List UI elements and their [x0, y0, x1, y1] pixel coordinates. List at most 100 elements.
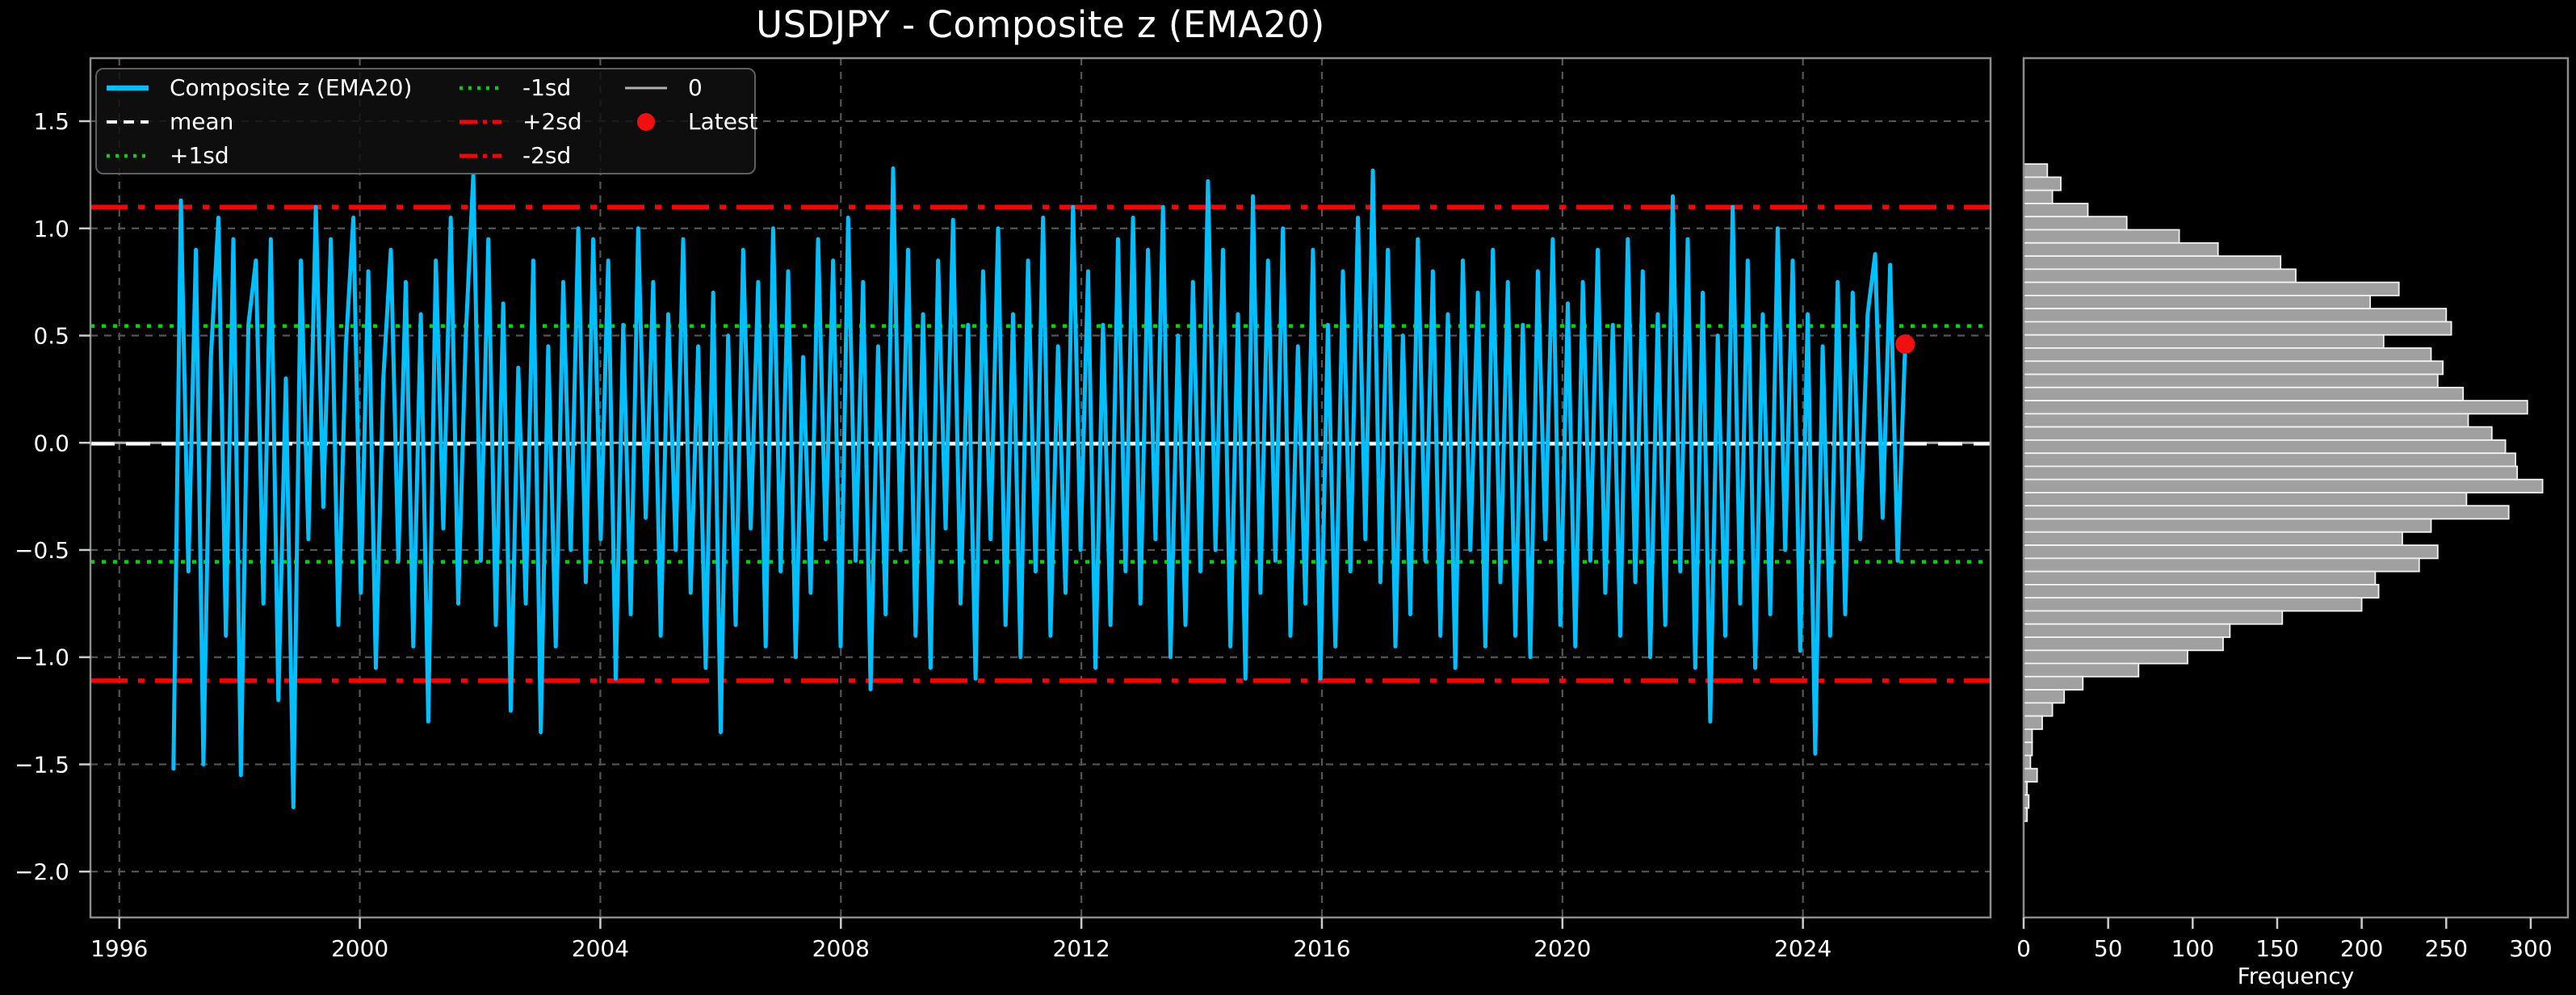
histogram-bar	[2023, 321, 2452, 336]
histogram-bar	[2023, 754, 2032, 770]
legend-item-plus1sd: +1sd	[107, 139, 459, 173]
hist-xlabel: Frequency	[2237, 963, 2355, 989]
histogram-bar	[2023, 623, 2231, 638]
x-tick-label: 2020	[1533, 935, 1591, 962]
y-tick-label: −0.5	[15, 537, 69, 564]
histogram-bar	[2023, 203, 2089, 218]
hist-x-tick-label: 0	[2016, 935, 2031, 962]
legend-item-minus2sd: -2sd	[459, 139, 625, 173]
histogram-bar	[2023, 426, 2493, 441]
legend-marker-glyph	[637, 113, 655, 131]
histogram-bar	[2023, 518, 2432, 533]
main-axes-spines	[89, 57, 1992, 919]
histogram-bar	[2023, 662, 2140, 678]
plus2sd-line-swatch	[459, 111, 501, 132]
histogram-bar	[2023, 715, 2043, 730]
histogram-bar	[2023, 268, 2297, 283]
legend-label: Composite z (EMA20)	[170, 74, 413, 101]
composite-line-swatch	[107, 78, 149, 99]
x-tick-label: 1996	[90, 935, 148, 962]
minus1sd-line-swatch	[459, 78, 501, 99]
plus1sd-line-swatch	[107, 145, 149, 166]
zero-line-swatch	[625, 78, 667, 99]
x-tick-label: 2024	[1774, 935, 1831, 962]
legend: Composite z (EMA20) mean +1sd -1sd +2sd …	[95, 68, 758, 174]
histogram-bar	[2023, 347, 2432, 363]
legend-line-glyph	[459, 153, 501, 158]
histogram-bar	[2023, 597, 2363, 612]
y-tick-label: 0.0	[33, 430, 69, 456]
histogram-bar	[2023, 413, 2469, 428]
histogram-bar	[2023, 584, 2380, 599]
histogram-bar	[2023, 386, 2465, 401]
histogram-bar	[2023, 649, 2188, 665]
y-tick-label: 1.0	[33, 216, 69, 242]
histogram-bar	[2023, 492, 2468, 507]
histogram-bar	[2023, 557, 2420, 573]
y-tick-label: 0.5	[33, 323, 69, 350]
x-tick-label: 2004	[572, 935, 629, 962]
hist-x-tick-label: 300	[2509, 935, 2552, 962]
histogram-bar	[2023, 334, 2385, 349]
legend-line-glyph	[107, 85, 149, 91]
legend-label: 0	[688, 74, 703, 101]
chart-title: USDJPY - Composite z (EMA20)	[756, 3, 1325, 46]
hist-x-tick-label: 100	[2171, 935, 2214, 962]
histogram-bar	[2023, 531, 2403, 546]
legend-item-minus1sd: -1sd	[459, 71, 625, 105]
x-tick-label: 2016	[1293, 935, 1350, 962]
legend-line-glyph	[459, 86, 501, 90]
legend-label: mean	[170, 108, 234, 135]
histogram-bar	[2023, 465, 2519, 481]
histogram-bar	[2023, 610, 2284, 625]
x-tick-label: 2008	[812, 935, 870, 962]
legend-label: -2sd	[522, 142, 572, 169]
histogram-bar	[2023, 189, 2054, 204]
composite-line	[171, 166, 1907, 809]
histogram-bar	[2023, 452, 2516, 468]
histogram-bar	[2023, 544, 2439, 560]
latest-marker-swatch	[625, 111, 667, 132]
y-tick-label: −1.5	[15, 751, 69, 778]
legend-line-glyph	[625, 86, 667, 90]
x-tick-label: 2012	[1053, 935, 1110, 962]
mean-line-swatch	[107, 111, 149, 132]
histogram-bar	[2023, 728, 2033, 744]
hist-axes-spines	[2022, 57, 2570, 919]
hist-x-tick-label: 200	[2340, 935, 2383, 962]
legend-item-composite: Composite z (EMA20)	[107, 71, 459, 105]
histogram-bar	[2023, 229, 2180, 244]
legend-line-glyph	[459, 120, 501, 124]
histogram-bar	[2023, 689, 2066, 704]
histogram-bar	[2023, 241, 2219, 257]
histogram-bar	[2023, 570, 2377, 586]
legend-item-zero: 0	[625, 71, 754, 105]
hist-x-tick-label: 250	[2425, 935, 2468, 962]
histogram-bar	[2023, 741, 2033, 757]
histogram-bar	[2023, 255, 2282, 271]
latest-marker	[1895, 334, 1915, 355]
legend-label: +1sd	[170, 142, 229, 169]
hist-x-tick-label: 50	[2094, 935, 2123, 962]
histogram-bar	[2023, 767, 2038, 783]
minus2sd-line-swatch	[459, 145, 501, 166]
histogram-bar	[2023, 373, 2439, 388]
histogram-bar	[2023, 308, 2448, 323]
histogram-bar	[2023, 163, 2049, 178]
histogram-bar	[2023, 176, 2062, 191]
hist-x-tick-label: 150	[2255, 935, 2298, 962]
histogram-bar	[2023, 675, 2084, 691]
histogram-bar	[2023, 281, 2400, 296]
legend-line-glyph	[107, 120, 149, 124]
legend-label: Latest	[688, 108, 758, 135]
histogram-bar	[2023, 636, 2224, 652]
legend-item-latest: Latest	[625, 105, 758, 139]
histogram-bar	[2023, 439, 2507, 455]
x-tick-label: 2000	[331, 935, 388, 962]
y-tick-label: −1.0	[15, 644, 69, 671]
y-tick-label: −2.0	[15, 859, 69, 885]
histogram-bar	[2023, 294, 2372, 310]
histogram-bar	[2023, 702, 2054, 717]
histogram-bar	[2023, 400, 2528, 415]
